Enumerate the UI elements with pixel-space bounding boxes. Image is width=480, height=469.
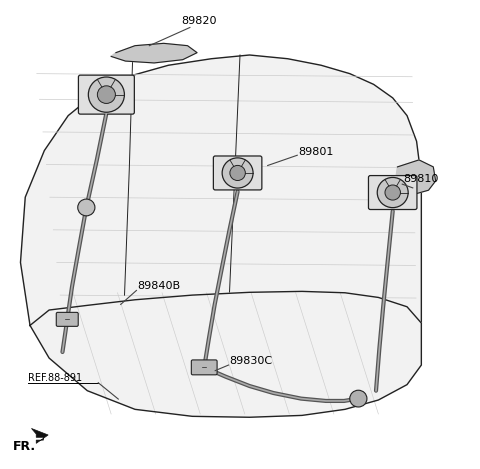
Text: 89820: 89820	[182, 15, 217, 26]
Circle shape	[88, 77, 124, 112]
Polygon shape	[30, 291, 421, 417]
Text: 89810: 89810	[403, 174, 439, 184]
Circle shape	[97, 86, 115, 104]
Text: FR.: FR.	[13, 439, 36, 453]
Polygon shape	[21, 55, 421, 325]
FancyBboxPatch shape	[369, 175, 417, 210]
Circle shape	[377, 177, 408, 208]
FancyBboxPatch shape	[78, 75, 134, 114]
FancyBboxPatch shape	[192, 360, 217, 375]
Circle shape	[230, 166, 245, 181]
Polygon shape	[111, 43, 197, 63]
Text: 89840B: 89840B	[137, 281, 180, 291]
Polygon shape	[395, 160, 436, 195]
Polygon shape	[32, 429, 48, 443]
Circle shape	[350, 390, 367, 407]
FancyBboxPatch shape	[214, 156, 262, 190]
Text: REF.88-891: REF.88-891	[28, 373, 82, 383]
Circle shape	[385, 185, 400, 200]
Text: 89830C: 89830C	[229, 356, 273, 366]
FancyBboxPatch shape	[56, 312, 78, 326]
Text: 89801: 89801	[298, 146, 334, 157]
Circle shape	[78, 199, 95, 216]
Circle shape	[222, 158, 253, 188]
